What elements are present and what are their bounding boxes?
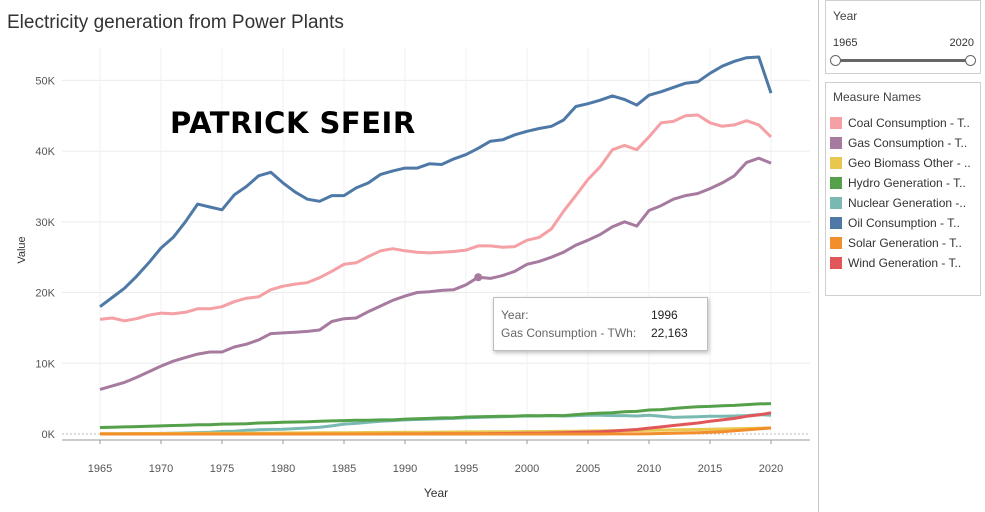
tooltip-measure-value: 22,163 <box>651 326 688 340</box>
x-axis-label: Year <box>424 486 448 500</box>
legend-item[interactable]: Solar Generation - T.. <box>830 233 978 253</box>
series-line-gas-consumption-t[interactable] <box>99 156 772 391</box>
legend-label: Hydro Generation - T.. <box>848 176 966 190</box>
year-range-max: 2020 <box>949 37 974 49</box>
x-tick-label: 2015 <box>698 463 722 475</box>
y-tick-label: 50K <box>35 75 55 87</box>
y-axis-ticks: 0K 10K 20K 30K 40K 50K <box>35 75 55 441</box>
legend-label: Gas Consumption - T.. <box>848 136 968 150</box>
legend-label: Coal Consumption - T.. <box>848 116 970 130</box>
legend-label: Oil Consumption - T.. <box>848 216 960 230</box>
legend-item[interactable]: Wind Generation - T.. <box>830 253 978 273</box>
pane-divider <box>818 0 819 512</box>
x-tick-label: 1985 <box>332 463 356 475</box>
series-lines[interactable] <box>99 55 773 436</box>
legend-item[interactable]: Geo Biomass Other - .. <box>830 153 978 173</box>
x-tick-label: 2005 <box>576 463 600 475</box>
legend-swatch <box>830 117 842 129</box>
x-tick-label: 2000 <box>515 463 539 475</box>
y-axis-label: Value <box>16 236 28 263</box>
legend-label: Solar Generation - T.. <box>848 236 962 250</box>
slider-handle-start[interactable] <box>830 55 841 66</box>
year-range-min: 1965 <box>833 37 858 49</box>
year-range-slider[interactable] <box>835 59 971 62</box>
legend-swatch <box>830 237 842 249</box>
y-tick-label: 10K <box>35 358 55 370</box>
legend-label: Wind Generation - T.. <box>848 256 962 270</box>
highlight-point[interactable] <box>474 273 483 282</box>
legend-card: Measure Names Coal Consumption - T.. Gas … <box>825 82 981 296</box>
x-tick-label: 1980 <box>271 463 295 475</box>
author-watermark: PATRICK SFEIR <box>170 106 416 140</box>
x-tick-label: 2020 <box>759 463 783 475</box>
legend-title: Measure Names <box>833 90 922 104</box>
legend-swatch <box>830 217 842 229</box>
series-line-oil-consumption-t[interactable] <box>99 55 773 308</box>
legend-swatch <box>830 257 842 269</box>
year-filter-card: Year 1965 2020 <box>825 0 981 74</box>
x-tick-label: 1990 <box>393 463 417 475</box>
x-tick-label: 1970 <box>149 463 173 475</box>
legend-item[interactable]: Oil Consumption - T.. <box>830 213 978 233</box>
y-tick-label: 40K <box>35 146 55 158</box>
x-tick-label: 1965 <box>88 463 112 475</box>
x-tick-label: 1995 <box>454 463 478 475</box>
legend-swatch <box>830 157 842 169</box>
y-tick-label: 0K <box>42 429 56 441</box>
legend-swatch <box>830 137 842 149</box>
legend-label: Geo Biomass Other - .. <box>848 156 971 170</box>
y-tick-label: 20K <box>35 288 55 300</box>
tooltip-year-value: 1996 <box>651 308 678 322</box>
series-line-coal-consumption-t[interactable] <box>99 113 773 323</box>
legend-item[interactable]: Gas Consumption - T.. <box>830 133 978 153</box>
tooltip-year-label: Year: <box>501 308 529 322</box>
year-filter-title: Year <box>833 9 858 23</box>
legend-label: Nuclear Generation -.. <box>848 196 967 210</box>
y-tick-label: 30K <box>35 217 55 229</box>
legend-swatch <box>830 197 842 209</box>
chart-title: Electricity generation from Power Plants <box>7 12 344 33</box>
data-tooltip: Year: 1996 Gas Consumption - TWh: 22,163 <box>493 297 708 351</box>
legend-list: Coal Consumption - T.. Gas Consumption - … <box>830 113 978 273</box>
legend-swatch <box>830 177 842 189</box>
legend-item[interactable]: Coal Consumption - T.. <box>830 113 978 133</box>
legend-item[interactable]: Nuclear Generation -.. <box>830 193 978 213</box>
series-line-solar-generation-t[interactable] <box>100 426 772 436</box>
legend-item[interactable]: Hydro Generation - T.. <box>830 173 978 193</box>
x-tick-label: 1975 <box>210 463 234 475</box>
tooltip-measure-label: Gas Consumption - TWh: <box>501 326 637 340</box>
x-axis-ticks: 1965 1970 1975 1980 1985 1990 1995 2000 2005 2010… <box>62 439 810 475</box>
series-line-hydro-generation-t[interactable] <box>99 402 772 429</box>
x-tick-label: 2010 <box>637 463 661 475</box>
slider-handle-end[interactable] <box>965 55 976 66</box>
